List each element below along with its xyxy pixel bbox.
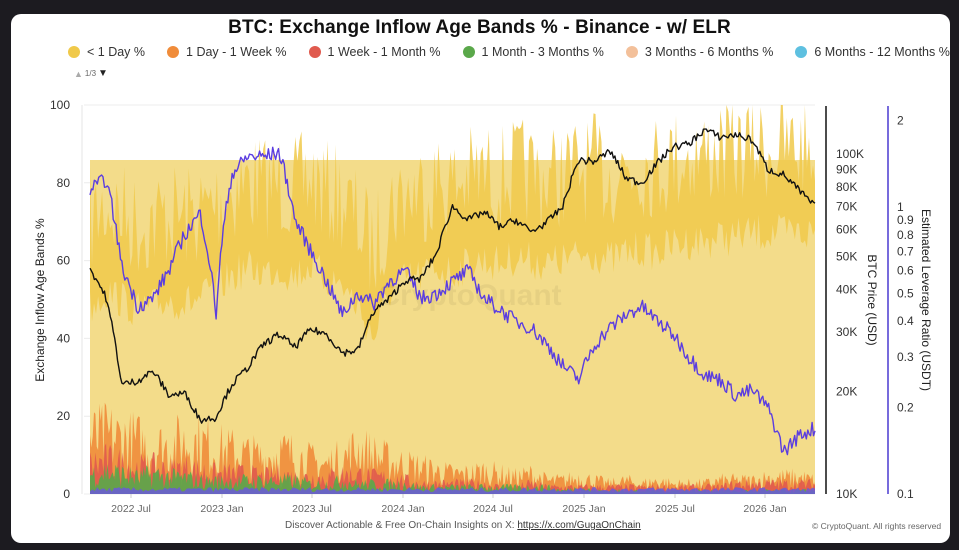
btc-price-axis-label: BTC Price (USD): [865, 254, 879, 345]
legend-label: 6 Months - 12 Months %: [814, 45, 950, 59]
x-tick-label: 2024 Jul: [473, 503, 513, 515]
legend-dot-icon: [625, 46, 638, 58]
x-tick-label: 2023 Jan: [200, 503, 243, 515]
btc-price-tick-label: 100K: [836, 147, 864, 161]
btc-price-tick-label: 40K: [836, 282, 857, 296]
legend-label: 1 Day - 1 Week %: [186, 45, 287, 59]
btc-price-tick-label: 20K: [836, 385, 857, 399]
legend-item[interactable]: < 1 Day %: [68, 45, 145, 59]
area-lt-1-day-body: [90, 214, 815, 494]
legend-item[interactable]: 1 Week - 1 Month %: [308, 45, 441, 59]
x-tick-label: 2025 Jul: [655, 503, 695, 515]
footer-insights: Discover Actionable & Free On-Chain Insi…: [285, 520, 641, 531]
y-tick-label: 40: [57, 331, 71, 345]
y-axis-label: Exchange Inflow Age Bands %: [33, 218, 47, 382]
legend-label: 1 Month - 3 Months %: [481, 45, 604, 59]
btc-price-tick-label: 80K: [836, 180, 857, 194]
legend-dot-icon: [167, 46, 180, 58]
legend-dot-icon: [795, 46, 808, 58]
copyright-text: © CryptoQuant. All rights reserved: [812, 521, 942, 531]
btc-price-tick-label: 90K: [836, 163, 857, 177]
area-older-bands: [90, 487, 815, 494]
legend-dot-icon: [462, 46, 475, 58]
legend-prev-page-icon[interactable]: ▲: [74, 68, 83, 79]
legend-item[interactable]: 3 Months - 6 Months %: [625, 45, 774, 59]
legend-next-page-icon[interactable]: ▼: [98, 68, 108, 79]
legend-label: 1 Week - 1 Month %: [327, 45, 441, 59]
elr-axis-label: Estimated Leverage Ratio (USDT): [919, 209, 933, 391]
elr-tick-label: 0.2: [897, 401, 914, 415]
legend-page-indicator: 1/3: [84, 69, 97, 78]
y-tick-label: 80: [57, 176, 71, 190]
x-tick-label: 2026 Jan: [743, 503, 786, 515]
elr-tick-label: 0.6: [897, 264, 914, 278]
y-tick-label: 100: [50, 98, 70, 112]
elr-tick-label: 0.5: [897, 286, 914, 300]
btc-price-tick-label: 60K: [836, 222, 857, 236]
legend-label: < 1 Day %: [87, 45, 146, 59]
elr-tick-label: 0.9: [897, 213, 914, 227]
legend-item[interactable]: 6 Months - 12 Months %: [795, 45, 950, 59]
btc-price-tick-label: 10K: [836, 487, 857, 501]
legend-pager: ▲ 1/3 ▼: [74, 68, 108, 79]
area-1-month-3-months: [90, 464, 815, 494]
legend-dot-icon: [68, 46, 80, 58]
y-tick-label: 60: [57, 254, 71, 268]
elr-tick-label: 0.1: [897, 487, 914, 501]
btc-price-tick-label: 30K: [836, 325, 857, 339]
elr-tick-label: 1: [897, 200, 904, 214]
footer-link[interactable]: https://x.com/GugaOnChain: [517, 520, 641, 531]
legend-item[interactable]: 1 Day - 1 Week %: [167, 45, 287, 59]
watermark: CryptoQuant: [378, 279, 561, 312]
elr-tick-label: 2: [897, 114, 904, 128]
y-tick-label: 20: [57, 409, 71, 423]
chart-title: BTC: Exchange Inflow Age Bands % - Binan…: [228, 17, 731, 38]
elr-tick-label: 0.3: [897, 350, 914, 364]
elr-line: [89, 146, 816, 456]
footer-text: Discover Actionable & Free On-Chain Insi…: [285, 520, 518, 531]
btc-price-tick-label: 50K: [836, 249, 857, 263]
y-tick-label: 0: [63, 487, 70, 501]
legend-item[interactable]: 1 Month - 3 Months %: [462, 45, 604, 59]
x-tick-label: 2023 Jul: [292, 503, 332, 515]
x-tick-label: 2024 Jan: [381, 503, 424, 515]
btc-price-line: [89, 128, 816, 424]
elr-tick-label: 0.7: [897, 244, 914, 258]
legend-dot-icon: [308, 46, 321, 58]
legend-label: 3 Months - 6 Months %: [644, 45, 774, 59]
x-tick-label: 2022 Jul: [111, 503, 151, 515]
chart-legend: < 1 Day % 1 Day - 1 Week % 1 Week - 1 Mont…: [68, 45, 959, 59]
btc-price-tick-label: 70K: [836, 200, 857, 214]
elr-tick-label: 0.4: [897, 314, 914, 328]
elr-tick-label: 0.8: [897, 228, 914, 242]
x-tick-label: 2025 Jan: [562, 503, 605, 515]
